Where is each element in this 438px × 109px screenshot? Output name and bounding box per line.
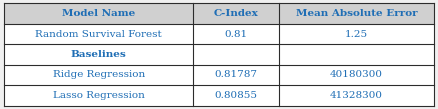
Text: Model Name: Model Name [62, 9, 135, 18]
Bar [4, 85, 434, 106]
Bar [4, 3, 434, 24]
Text: 0.81787: 0.81787 [215, 71, 258, 79]
Text: Lasso Regression: Lasso Regression [53, 91, 145, 100]
Text: C-Index: C-Index [214, 9, 258, 18]
Text: 0.81: 0.81 [225, 30, 248, 38]
Text: Mean Absolute Error: Mean Absolute Error [296, 9, 417, 18]
Text: Baselines: Baselines [71, 50, 127, 59]
Text: 40180300: 40180300 [330, 71, 383, 79]
Bar [4, 65, 434, 85]
Text: 1.25: 1.25 [345, 30, 368, 38]
Text: Ridge Regression: Ridge Regression [53, 71, 145, 79]
Text: 0.80855: 0.80855 [215, 91, 258, 100]
Text: Random Survival Forest: Random Survival Forest [35, 30, 162, 38]
Bar [4, 24, 434, 44]
Text: 41328300: 41328300 [330, 91, 383, 100]
Bar [4, 44, 434, 65]
